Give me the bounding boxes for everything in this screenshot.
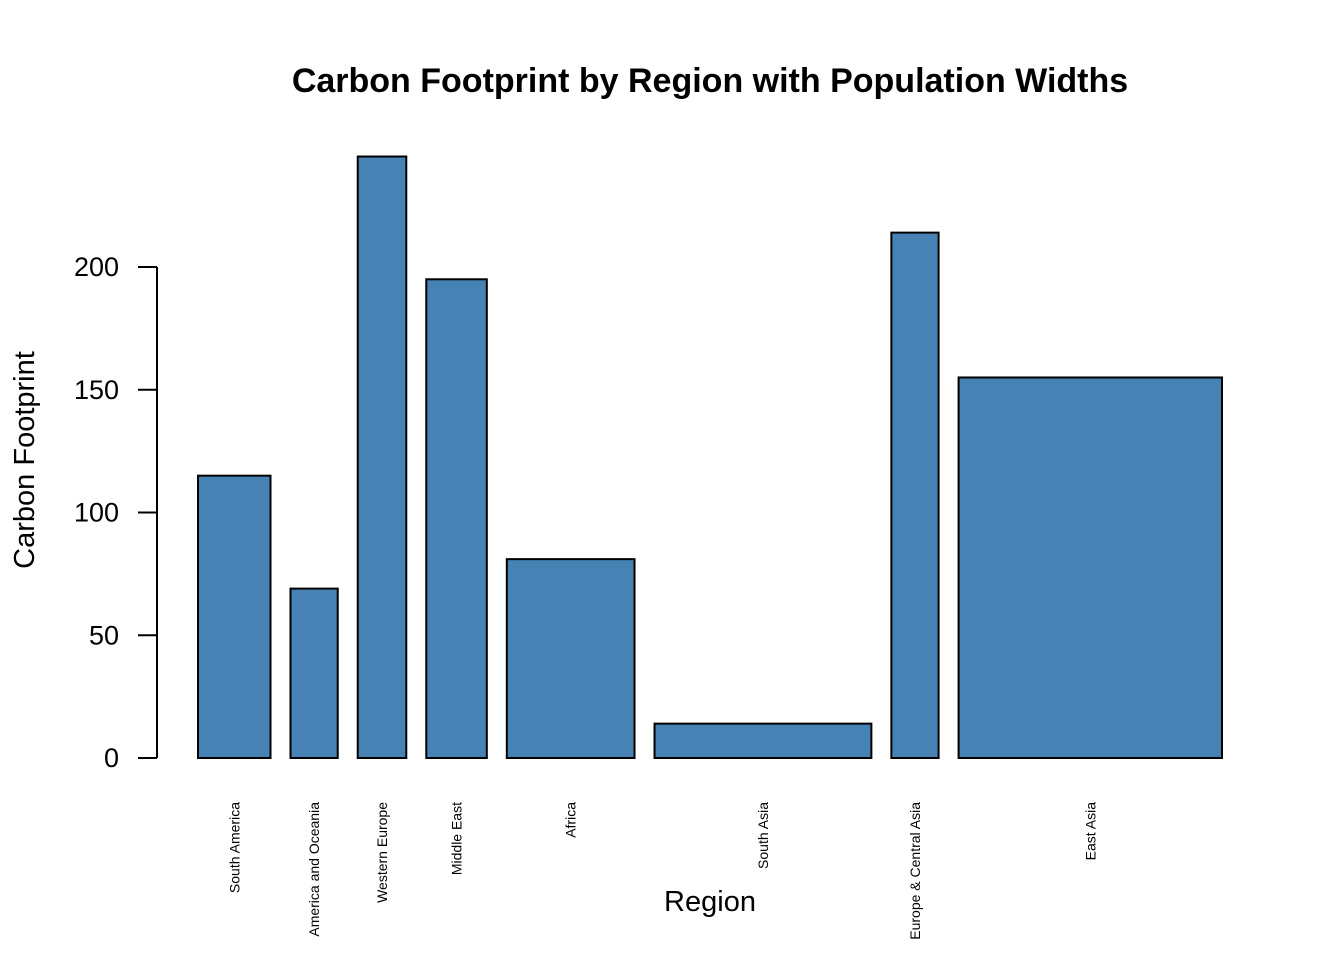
y-tick-label: 150	[74, 375, 119, 405]
bar	[653, 722, 873, 760]
y-tick-label: 200	[74, 252, 119, 282]
x-category-label: Europe & Central Asia	[907, 802, 923, 940]
y-tick-label: 100	[74, 498, 119, 528]
y-tick-label: 0	[104, 743, 119, 773]
x-category-label: Africa	[563, 802, 579, 838]
bar	[425, 278, 488, 759]
category-labels-group: South America America and Oceania Western …	[226, 802, 1098, 940]
bar	[505, 558, 636, 760]
bar	[890, 231, 940, 759]
bar	[197, 474, 272, 759]
chart-title: Carbon Footprint by Region with Populati…	[292, 62, 1128, 100]
y-axis-title: Carbon Footprint	[9, 351, 41, 569]
y-tick-label: 50	[89, 620, 119, 650]
bar	[356, 155, 408, 759]
x-category-label: Western Europe	[374, 802, 390, 903]
y-axis: 0 50 100 150 200	[74, 252, 158, 773]
bar	[289, 587, 339, 759]
x-category-label: South America	[226, 802, 242, 893]
x-category-label: America and Oceania	[306, 802, 322, 937]
bar	[957, 376, 1223, 759]
x-category-label: East Asia	[1082, 802, 1098, 861]
x-axis-title: Region	[664, 886, 756, 918]
x-category-label: Middle East	[449, 802, 465, 875]
x-category-label: South Asia	[755, 802, 771, 869]
bars-group	[197, 155, 1223, 760]
